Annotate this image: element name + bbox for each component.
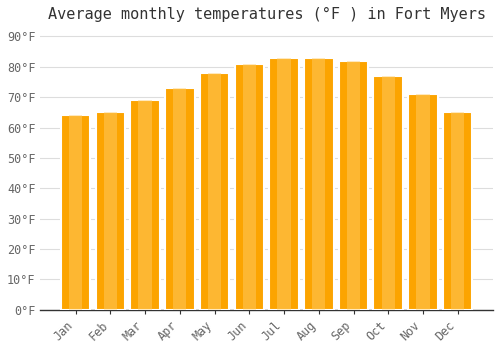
Bar bbox=[200, 73, 230, 310]
Bar bbox=[347, 61, 360, 310]
Bar bbox=[304, 58, 334, 310]
Bar bbox=[339, 61, 368, 310]
Bar bbox=[104, 112, 117, 310]
Bar bbox=[382, 76, 395, 310]
Bar bbox=[443, 112, 472, 310]
Bar bbox=[130, 100, 160, 310]
Bar bbox=[451, 112, 464, 310]
Bar bbox=[312, 58, 326, 310]
Bar bbox=[374, 76, 403, 310]
Bar bbox=[416, 94, 430, 310]
Title: Average monthly temperatures (°F ) in Fort Myers: Average monthly temperatures (°F ) in Fo… bbox=[48, 7, 486, 22]
Bar bbox=[96, 112, 125, 310]
Bar bbox=[138, 100, 152, 310]
Bar bbox=[270, 58, 299, 310]
Bar bbox=[173, 88, 186, 310]
Bar bbox=[165, 88, 194, 310]
Bar bbox=[234, 64, 264, 310]
Bar bbox=[408, 94, 438, 310]
Bar bbox=[61, 116, 90, 310]
Bar bbox=[278, 58, 290, 310]
Bar bbox=[208, 73, 221, 310]
Bar bbox=[242, 64, 256, 310]
Bar bbox=[69, 116, 82, 310]
